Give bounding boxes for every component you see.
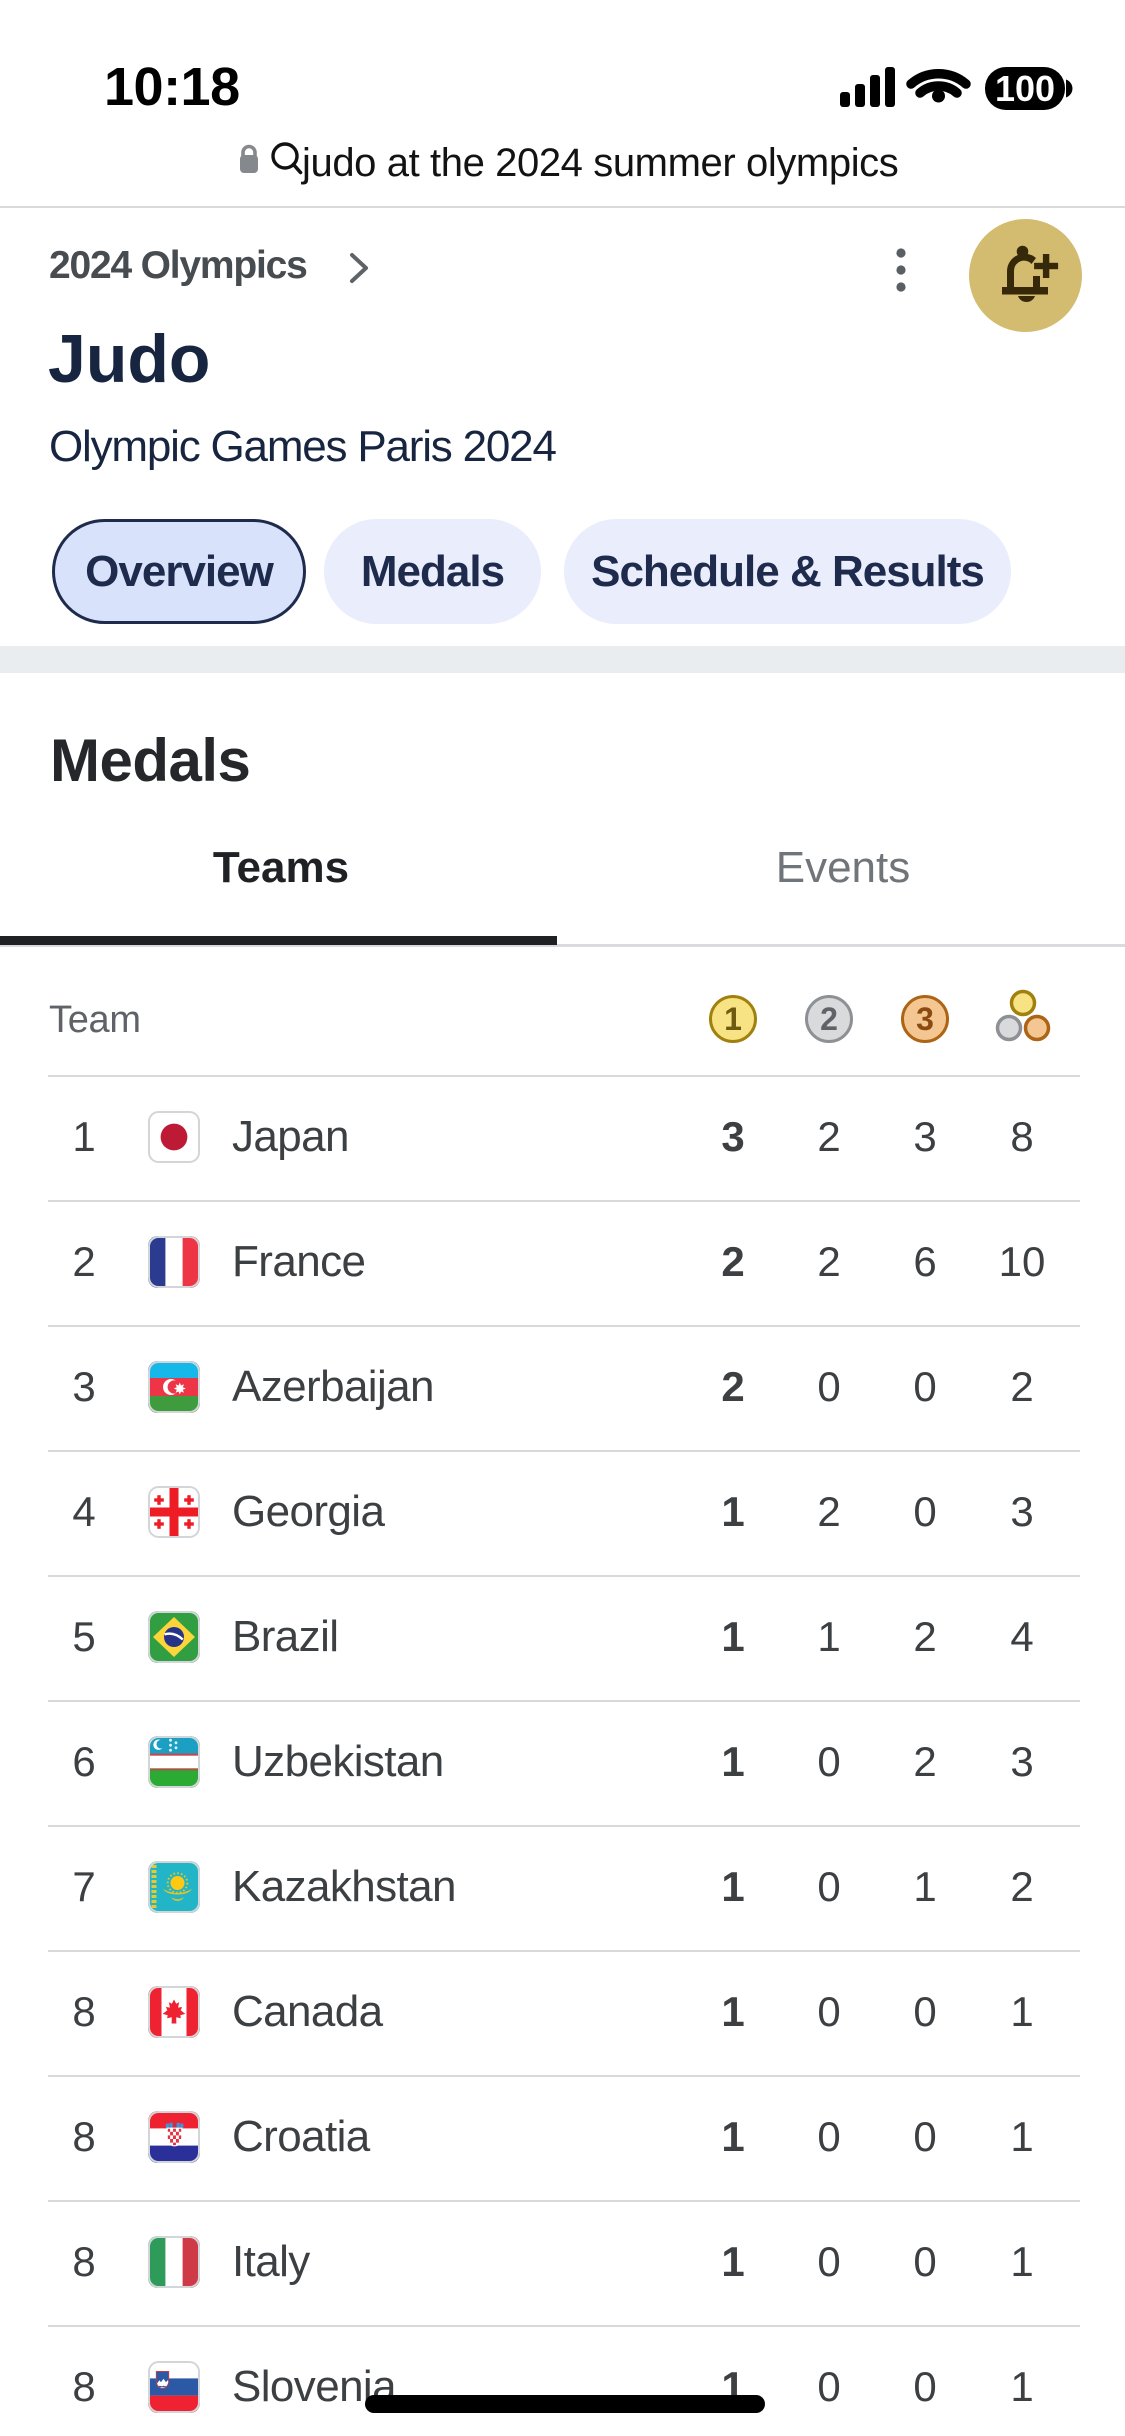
svg-text:1: 1 — [724, 1001, 742, 1037]
svg-text:3: 3 — [916, 1001, 934, 1037]
svg-text:100: 100 — [995, 68, 1055, 109]
svg-text:2: 2 — [820, 1001, 838, 1037]
